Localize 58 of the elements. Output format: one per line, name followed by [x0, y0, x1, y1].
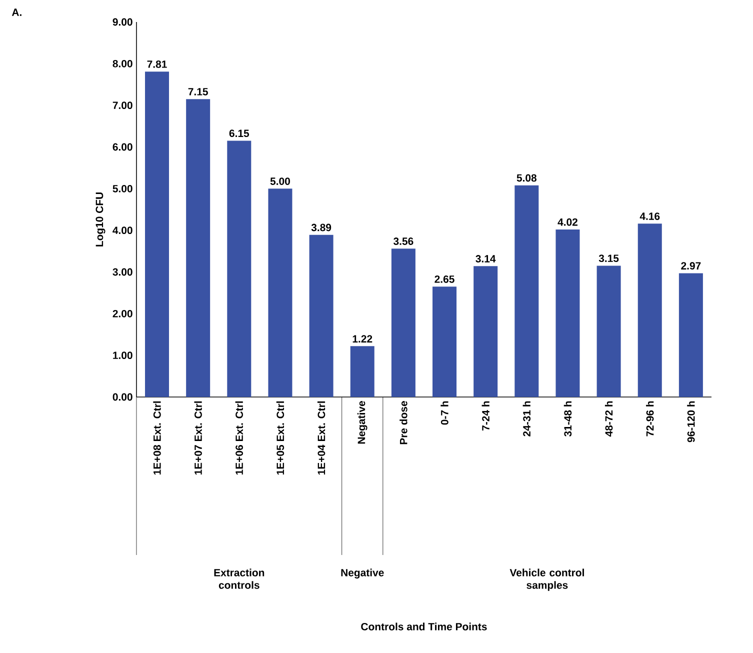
- x-tick-label: 1E+04 Ext. Ctrl: [317, 401, 326, 475]
- bar: [638, 224, 662, 397]
- data-label: 3.89: [311, 224, 332, 232]
- y-tick-label: 9.00: [112, 18, 132, 26]
- data-label: 2.97: [681, 262, 701, 270]
- data-label: 3.14: [476, 255, 496, 262]
- data-label: 3.15: [598, 254, 619, 262]
- data-label: 2.65: [434, 275, 454, 283]
- bar: [556, 229, 580, 397]
- bar: [514, 185, 539, 397]
- data-label: 4.02: [558, 218, 578, 226]
- y-tick-label: 2.00: [112, 310, 132, 318]
- text: Negative: [341, 568, 384, 578]
- data-label: 5.00: [270, 178, 290, 185]
- y-tick-label: 7.00: [112, 102, 132, 110]
- data-label: 7.15: [188, 88, 208, 96]
- x-tick-label: 31-48 h: [564, 401, 572, 436]
- x-tick-label: 48-72 h: [604, 401, 613, 437]
- bar: [145, 72, 170, 397]
- data-label: 1.22: [352, 335, 372, 342]
- data-label: 4.16: [640, 212, 660, 220]
- y-tick-label: 4.00: [112, 226, 132, 234]
- text: Vehicle control samples: [510, 568, 584, 591]
- y-tick-label: 3.00: [112, 268, 132, 276]
- x-tick-label: 1E+05 Ext. Ctrl: [276, 401, 284, 475]
- x-tick-label: 1E+06 Ext. Ctrl: [235, 401, 243, 475]
- data-label: 5.08: [516, 174, 536, 182]
- bar: [309, 234, 334, 397]
- y-tick-label: 8.00: [112, 60, 132, 68]
- bar: [596, 266, 621, 397]
- bar: [227, 140, 252, 397]
- y-tick-label: 1.00: [113, 352, 132, 360]
- x-tick-label: 96-120 h: [687, 401, 695, 442]
- x-tick-label: 72-96 h: [646, 401, 654, 436]
- bar: [268, 188, 292, 397]
- bar: [432, 286, 457, 397]
- y-tick-label: 0.00: [112, 393, 132, 401]
- bar: [391, 248, 416, 397]
- x-tick-label: Pre dose: [400, 401, 408, 444]
- text: A.: [12, 8, 22, 16]
- x-tick-label: 7-24 h: [482, 401, 490, 430]
- x-tick-label: 24-31 h: [522, 401, 531, 436]
- y-tick-label: 6.00: [112, 143, 132, 151]
- text: Controls and Time Points: [361, 622, 487, 630]
- text: Extraction controls: [214, 568, 264, 589]
- bar: [186, 99, 210, 397]
- x-tick-label: 0-7 h: [440, 401, 448, 425]
- x-tick-label: 1E+08 Ext. Ctrl: [153, 401, 161, 475]
- x-tick-label: 1E+07 Ext. Ctrl: [194, 401, 202, 475]
- data-label: 3.56: [393, 238, 414, 245]
- data-label: 7.81: [147, 60, 167, 68]
- bar: [678, 273, 703, 397]
- data-label: 6.15: [229, 130, 250, 138]
- bar: [350, 346, 374, 397]
- y-axis-title: Log10 CFU: [96, 192, 106, 246]
- bar: [474, 266, 498, 397]
- y-tick-label: 5.00: [112, 184, 132, 192]
- x-tick-label: Negative: [357, 401, 368, 444]
